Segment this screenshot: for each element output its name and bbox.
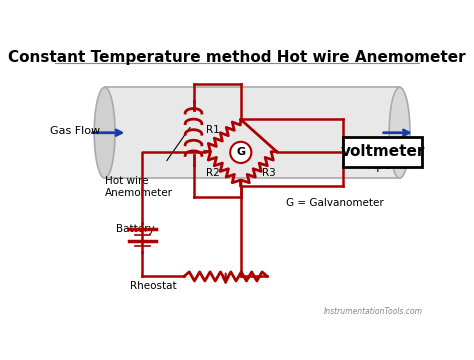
- Text: Battery: Battery: [116, 224, 155, 234]
- Text: Constant Temperature method Hot wire Anemometer: Constant Temperature method Hot wire Ane…: [8, 50, 466, 64]
- Text: Pipe: Pipe: [367, 159, 392, 172]
- Text: G: G: [236, 147, 246, 157]
- Text: voltmeter: voltmeter: [340, 144, 425, 159]
- FancyBboxPatch shape: [105, 87, 400, 178]
- Text: Gas Flow: Gas Flow: [50, 126, 100, 136]
- Circle shape: [230, 142, 251, 163]
- Text: Rheostat: Rheostat: [130, 281, 176, 291]
- Text: R3: R3: [262, 168, 276, 178]
- Text: Hot wire
Anemometer: Hot wire Anemometer: [105, 176, 173, 198]
- FancyBboxPatch shape: [343, 136, 422, 167]
- Text: InstrumentationTools.com: InstrumentationTools.com: [323, 307, 422, 316]
- Ellipse shape: [389, 87, 410, 178]
- Text: R2: R2: [206, 168, 219, 178]
- Ellipse shape: [94, 87, 115, 178]
- Text: R1: R1: [206, 125, 219, 135]
- Text: G = Galvanometer: G = Galvanometer: [286, 198, 384, 208]
